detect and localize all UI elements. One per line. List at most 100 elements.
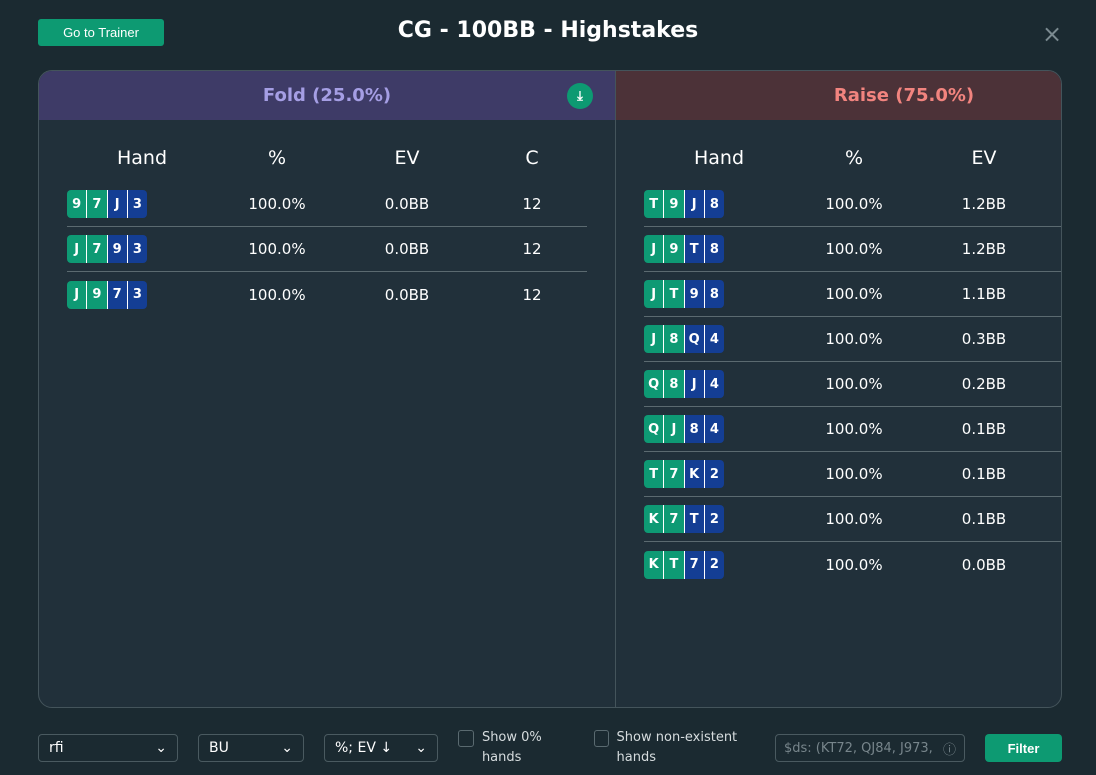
card: Q: [644, 415, 664, 443]
card: 7: [663, 460, 684, 488]
card: 9: [67, 190, 87, 218]
raise-column: Raise (75.0%)⤓ Hand%EVC T9J8100.0%1.2BB1…: [615, 71, 1061, 707]
c-cell: 12: [1054, 240, 1061, 258]
card: J: [663, 415, 684, 443]
pct-cell: 100.0%: [248, 285, 306, 304]
table-row[interactable]: 9 7 J 3 100.0% 0.0BB 12: [67, 182, 587, 227]
table-row[interactable]: KT72 100.0% 0.0BB 12: [644, 542, 1061, 587]
c-cell: 12: [1054, 375, 1061, 393]
go-to-trainer-button[interactable]: Go to Trainer: [38, 19, 164, 46]
pct-cell: 100.0%: [825, 195, 883, 213]
c-cell: 12: [1054, 330, 1061, 348]
card: T: [663, 550, 684, 579]
card: Q: [644, 370, 664, 398]
download-icon[interactable]: ⤓: [567, 83, 593, 109]
column-header[interactable]: %: [844, 147, 864, 169]
table-row[interactable]: QJ84 100.0% 0.1BB 12: [644, 407, 1061, 452]
card: 7: [663, 505, 684, 533]
chevron-down-icon: ⌄: [415, 740, 427, 756]
close-icon[interactable]: ×: [1042, 20, 1063, 48]
ev-cell: 0.2BB: [961, 375, 1007, 393]
card: 9: [683, 280, 704, 308]
filter-button[interactable]: Filter: [985, 734, 1062, 762]
fold-column: Fold (25.0%) ⤓ Hand% EV C 9 7 J 3 100.0% 0.0BB 12…: [39, 71, 615, 707]
card: J: [106, 190, 127, 218]
pct-cell: 100.0%: [825, 510, 883, 528]
card: 8: [683, 415, 704, 443]
footer-controls: rfi ⌄ BU ⌄ %; EV ↓ ⌄ Show 0% hands Show non…: [0, 730, 1096, 765]
column-header[interactable]: EV: [971, 147, 997, 169]
pct-cell: 100.0%: [825, 240, 883, 258]
search-placeholder: $ds: (KT72, QJ84, J973,: [784, 740, 933, 756]
column-header[interactable]: EV: [394, 147, 420, 169]
position-select[interactable]: BU ⌄: [198, 734, 304, 762]
position-select-value: BU: [209, 740, 229, 756]
card: 7: [683, 550, 704, 579]
card: T: [683, 235, 704, 263]
column-header[interactable]: Hand: [116, 147, 168, 169]
show-zero-checkbox[interactable]: Show 0% hands: [458, 728, 578, 768]
card: 7: [86, 235, 107, 263]
ev-cell: 1.2BB: [961, 240, 1007, 258]
fold-rows: 9 7 J 3 100.0% 0.0BB 12 J 7 9 3 100.0% 0.0BB 12 J 9 7 3 10…: [39, 182, 615, 317]
card: 8: [703, 190, 724, 218]
fold-header: Fold (25.0%) ⤓: [39, 71, 615, 120]
card: 9: [106, 235, 127, 263]
card: J: [644, 280, 664, 308]
pct-cell: 100.0%: [825, 420, 883, 438]
sort-select-value: %; EV ↓: [335, 740, 393, 756]
ev-cell: 1.2BB: [961, 195, 1007, 213]
table-row[interactable]: J 7 9 3 100.0% 0.0BB 12: [67, 227, 587, 272]
column-header[interactable]: Hand: [693, 147, 745, 169]
pct-cell: 100.0%: [248, 195, 306, 213]
ev-cell: 0.1BB: [961, 510, 1007, 528]
info-icon[interactable]: ⓘ: [942, 742, 956, 758]
pct-cell: 100.0%: [825, 285, 883, 303]
table-header: Hand% EV C: [67, 120, 587, 182]
card: 2: [703, 505, 724, 533]
table-row[interactable]: J 9 7 3 100.0% 0.0BB 12: [67, 272, 587, 317]
pct-cell: 100.0%: [248, 240, 306, 258]
action-select[interactable]: rfi ⌄: [38, 734, 178, 762]
checkbox-icon[interactable]: [458, 730, 474, 747]
ev-cell: 0.0BB: [384, 195, 430, 213]
column-header[interactable]: %: [267, 147, 287, 169]
sort-select[interactable]: %; EV ↓ ⌄: [324, 734, 438, 762]
chevron-down-icon: ⌄: [281, 740, 293, 756]
card: 4: [703, 325, 724, 353]
ev-cell: 0.1BB: [961, 420, 1007, 438]
c-cell: 12: [1054, 195, 1061, 213]
c-cell: 12: [522, 285, 542, 304]
checkbox-icon[interactable]: [594, 730, 609, 747]
card: 9: [663, 190, 684, 218]
card: T: [683, 505, 704, 533]
pct-cell: 100.0%: [825, 555, 883, 574]
raise-title: Raise (75.0%): [833, 85, 975, 106]
card: 4: [703, 415, 724, 443]
card: 8: [663, 325, 684, 353]
column-header[interactable]: C: [1054, 147, 1061, 169]
card: T: [644, 190, 664, 218]
hand-filter-input[interactable]: $ds: (KT72, QJ84, J973, ⓘ: [775, 734, 965, 762]
show-nonexistent-checkbox[interactable]: Show non-existent hands: [594, 728, 754, 768]
column-header[interactable]: C: [525, 147, 539, 169]
